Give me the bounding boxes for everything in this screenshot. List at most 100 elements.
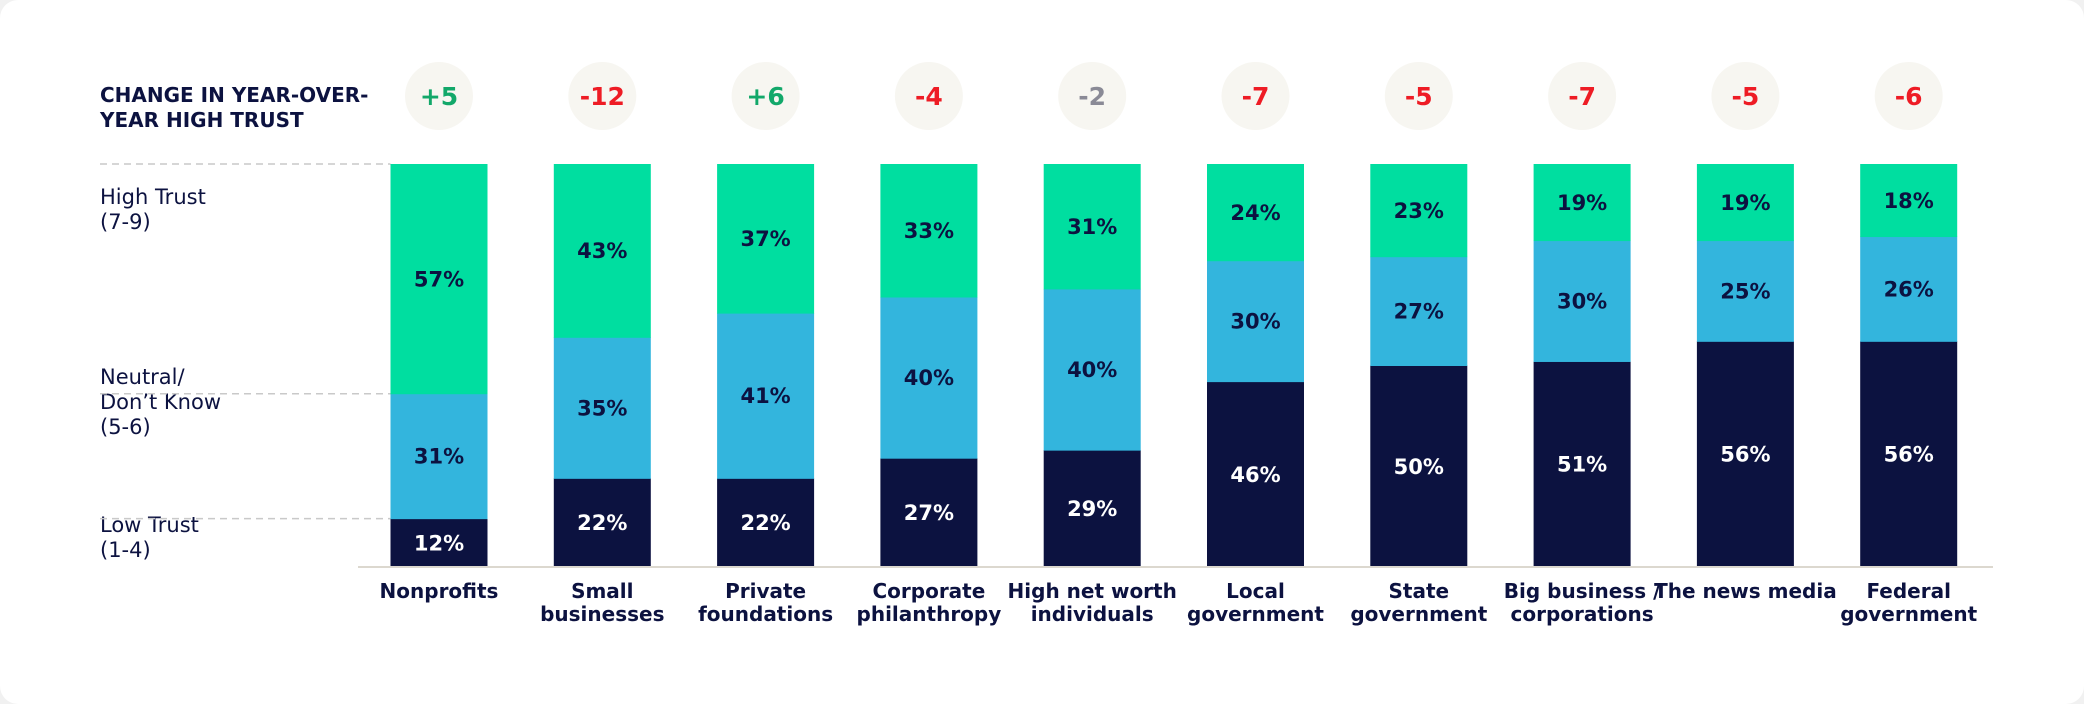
bar-segment-high (1860, 164, 1958, 238)
category-label: Big business / (1504, 579, 1661, 603)
change-badge-value: -5 (1732, 82, 1760, 111)
change-badge-value: +5 (420, 82, 458, 111)
bar-value-label: 24% (1230, 201, 1280, 225)
bar-value-label: 33% (904, 219, 954, 243)
bar-segment-high (390, 164, 488, 395)
row-label-line: Low Trust (100, 513, 199, 537)
bar-segment-low (553, 478, 651, 568)
bar-segment-neutral (880, 296, 978, 459)
bar-segment-low (880, 458, 978, 568)
change-badge-circle (1548, 62, 1617, 130)
bar-value-label: 27% (904, 501, 954, 525)
bar-value-label: 23% (1394, 199, 1444, 223)
bar-segment-neutral (717, 313, 815, 479)
bar-segment-neutral (553, 337, 651, 479)
change-header: CHANGE IN YEAR-OVER-YEAR HIGH TRUST (99, 83, 368, 132)
change-badges: +5 -12 +6 -4 -2 -7 -5 -7 -5 -6 (405, 62, 1943, 130)
bar-segment-low (1370, 365, 1468, 568)
bar-value-label: 18% (1884, 189, 1934, 213)
bar-segment-neutral (1207, 260, 1304, 383)
change-badge-circle (894, 62, 963, 130)
bar-segment-low (1860, 341, 1958, 568)
bar-value-label: 56% (1720, 443, 1770, 467)
bar-value-label: 57% (414, 267, 464, 291)
stacked-bars: 12% 31% 57% 22% 35% 43% 22% 41% 37% 27% 40% 33% 29% 4… (390, 164, 1958, 568)
bar-value-label: 43% (577, 239, 627, 263)
bar-segment-neutral (1370, 256, 1468, 366)
bar-segment-high (1696, 164, 1794, 242)
bar-value-label: 19% (1720, 191, 1770, 215)
change-badge-value: +6 (746, 82, 784, 111)
bar-value-label: 35% (577, 396, 627, 420)
row-label-line: High Trust (100, 185, 206, 209)
change-badge-circle (1221, 62, 1290, 130)
row-dividers (100, 163, 391, 520)
bar-segment-neutral (1533, 240, 1631, 362)
bar-value-label: 30% (1557, 290, 1607, 314)
change-badge-value: -12 (580, 82, 625, 111)
bar-value-label: 40% (904, 366, 954, 390)
bar-segment-low (717, 478, 815, 568)
bar-segment-high (1533, 164, 1631, 242)
row-label-line: (5-6) (100, 415, 151, 439)
change-badge-value: -7 (1242, 82, 1270, 111)
bar-value-label: 46% (1230, 463, 1280, 487)
bar-value-label: 41% (740, 384, 790, 408)
change-badge-value: -5 (1405, 82, 1433, 111)
bar-value-label: 22% (740, 511, 790, 535)
bar-segment-high (1043, 164, 1141, 290)
bar-segment-neutral (1696, 240, 1794, 342)
change-badge-circle (405, 62, 473, 130)
bar-value-label: 37% (740, 227, 790, 251)
bar-segment-high (1370, 164, 1468, 258)
category-label: High net worth (1008, 579, 1177, 603)
bar-segment-neutral (1043, 288, 1141, 451)
change-badge-circle (568, 62, 637, 130)
bar-segment-high (1207, 164, 1304, 262)
bar-value-label: 51% (1557, 453, 1607, 477)
row-label-line: (1-4) (100, 538, 151, 562)
bar-value-label: 29% (1067, 497, 1117, 521)
category-label: foundations (698, 602, 833, 626)
category-label: Corporate (872, 579, 985, 603)
bar-value-label: 25% (1720, 279, 1770, 303)
change-badge-value: -6 (1895, 82, 1923, 111)
bar-segment-low (1207, 381, 1304, 568)
change-badge-circle (1058, 62, 1127, 130)
bar-value-label: 12% (414, 531, 464, 555)
category-label: corporations (1511, 602, 1654, 626)
bar-value-label: 19% (1557, 191, 1607, 215)
bar-segment-neutral (390, 393, 488, 520)
category-label: The news media (1654, 579, 1837, 603)
category-label: Local (1226, 579, 1285, 603)
bar-value-label: 56% (1884, 443, 1934, 467)
bar-value-label: 30% (1230, 310, 1280, 334)
category-label: Private (725, 579, 806, 603)
bar-value-label: 27% (1394, 300, 1444, 324)
category-label: philanthropy (857, 602, 1002, 626)
change-badge-value: -7 (1568, 82, 1596, 111)
bar-segment-low (1043, 450, 1141, 568)
change-header-line: YEAR HIGH TRUST (99, 108, 304, 132)
change-badge-circle (731, 62, 800, 130)
category-label: State (1389, 579, 1450, 603)
bar-value-label: 31% (414, 445, 464, 469)
bar-segment-high (717, 164, 815, 314)
category-label: businesses (540, 602, 664, 626)
bar-segment-high (880, 164, 978, 298)
trust-level-labels: High Trust(7-9)Neutral/Don’t Know(5-6)Lo… (100, 185, 221, 562)
category-label: government (1350, 602, 1487, 626)
change-badge-circle (1874, 62, 1943, 130)
bar-segment-neutral (1860, 236, 1958, 342)
category-label: Small (571, 579, 633, 603)
change-badge-circle (1711, 62, 1780, 130)
category-label: individuals (1031, 602, 1154, 626)
bar-value-label: 26% (1884, 277, 1934, 301)
change-badge-value: -2 (1078, 82, 1106, 111)
bar-value-label: 22% (577, 511, 627, 535)
bar-segment-low (1696, 341, 1794, 568)
category-label: government (1840, 602, 1977, 626)
